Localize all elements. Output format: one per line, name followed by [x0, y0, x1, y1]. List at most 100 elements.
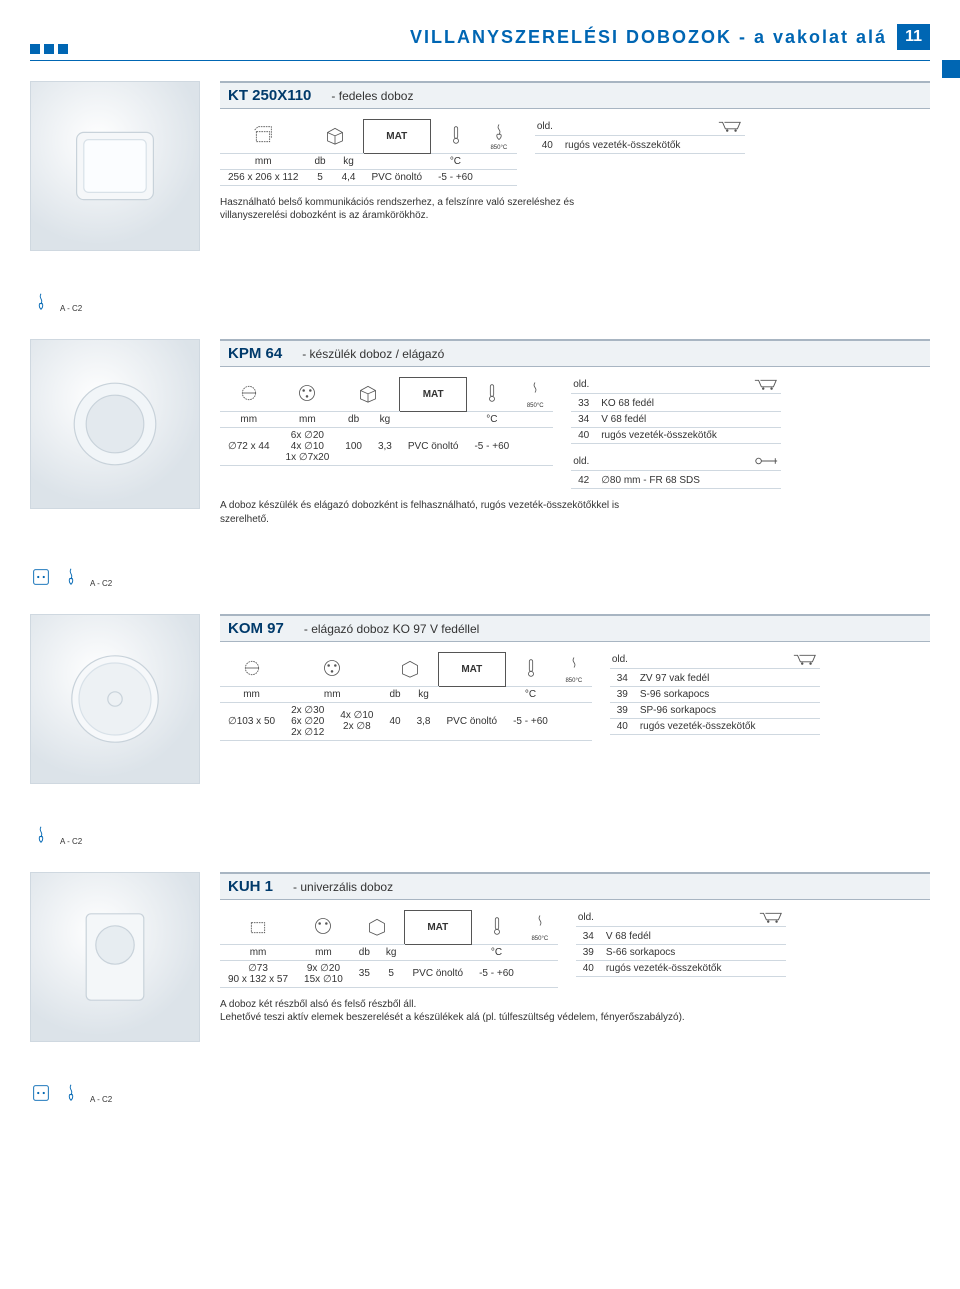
reference-block: old. 34ZV 97 vak fedél 39S-96 sorkapocs … [610, 652, 820, 735]
cart-icon [717, 119, 743, 133]
spec-table: MAT 850°C mm mm db kg °C ∅72 x 44 6x ∅20… [220, 377, 553, 466]
thermo-icon [471, 911, 522, 945]
product-image [30, 339, 200, 509]
page-title: VILLANYSZERELÉSI DOBOZOK - a vakolat alá [410, 27, 887, 48]
thermo-icon [430, 120, 481, 154]
flame-icon: 850°C [481, 120, 517, 154]
cart-icon [792, 652, 818, 666]
dimensions-icon [220, 911, 296, 945]
product-desc: - univerzális doboz [293, 880, 393, 894]
classification-icons: A - C2 [30, 824, 930, 846]
product-desc: - elágazó doboz KO 97 V fedéllel [304, 622, 479, 636]
box-icon [337, 378, 400, 412]
flame-class-icon [60, 1082, 82, 1104]
product-image [30, 614, 200, 784]
table-row: ∅72 x 44 6x ∅20 4x ∅10 1x ∅7x20 100 3,3 … [220, 427, 553, 465]
reference-block: old. 40rugós vezeték-összekötők [535, 119, 745, 154]
ref-row: 40rugós vezeték-összekötők [571, 428, 781, 444]
ref-header-label: old. [573, 379, 589, 390]
ref-header-label: old. [537, 121, 553, 132]
product-code: KT 250X110 [228, 87, 311, 104]
product-title-bar: KPM 64 - készülék doboz / elágazó [220, 339, 930, 367]
cell-kg: 4,4 [334, 169, 364, 185]
classification-icons: A - C2 [30, 1082, 930, 1104]
flame-class-label: A - C2 [90, 1095, 112, 1104]
flame-class-label: A - C2 [60, 304, 82, 313]
classification-icons: A - C2 [30, 566, 930, 588]
spec-table: MAT 850°C mm mm db kg °C ∅103 x 50 2x ∅3… [220, 652, 592, 741]
product-note: A doboz két részből alsó és felső részbő… [220, 998, 840, 1025]
product-desc: - fedeles doboz [331, 89, 413, 103]
spec-table: MAT 850°C mm mm db kg °C ∅73 90 x 132 x … [220, 910, 558, 988]
ref-header-label: old. [573, 456, 589, 467]
flame-class-icon [30, 824, 52, 846]
flame-class-label: A - C2 [60, 837, 82, 846]
header-squares [30, 44, 68, 54]
socket-icon [30, 566, 52, 588]
product-title-bar: KT 250X110 - fedeles doboz [220, 81, 930, 109]
col-db: db [306, 153, 333, 169]
thermo-icon [466, 378, 517, 412]
col-kg: kg [334, 153, 364, 169]
reference-block: old. 33KO 68 fedél 34V 68 fedél 40rugós … [571, 377, 781, 489]
ref-row: 40rugós vezeték-összekötők [610, 719, 820, 735]
ref-row: 34ZV 97 vak fedél [610, 671, 820, 687]
knockout-icon [296, 911, 351, 945]
ref-row: 39S-66 sorkapocs [576, 945, 786, 961]
cart-icon [758, 910, 784, 924]
page-header: VILLANYSZERELÉSI DOBOZOK - a vakolat alá… [0, 0, 960, 58]
product-title-bar: KOM 97 - elágazó doboz KO 97 V fedéllel [220, 614, 930, 642]
mat-icon: MAT [400, 378, 467, 412]
flame-class-icon [60, 566, 82, 588]
product-code: KUH 1 [228, 878, 273, 895]
table-row: ∅73 90 x 132 x 57 9x ∅20 15x ∅10 35 5 PV… [220, 960, 558, 987]
product-code: KOM 97 [228, 620, 284, 637]
table-row: 256 x 206 x 112 5 4,4 PVC önoltó -5 - +6… [220, 169, 517, 185]
product-kuh1: KUH 1 - univerzális doboz MAT 850°C mm m… [30, 872, 930, 1042]
table-row: ∅103 x 50 2x ∅30 6x ∅20 2x ∅12 4x ∅10 2x… [220, 702, 592, 740]
flame-class-icon [30, 291, 52, 313]
col-mm: mm [220, 153, 306, 169]
reference-block: old. 34V 68 fedél 39S-66 sorkapocs 40rug… [576, 910, 786, 977]
flame-icon: 850°C [517, 378, 553, 412]
flame-class-label: A - C2 [90, 579, 112, 588]
ref-row: 39SP-96 sorkapocs [610, 703, 820, 719]
product-image [30, 872, 200, 1042]
cell-mat: PVC önoltó [363, 169, 430, 185]
spec-table: MAT 850°C mm db kg °C 256 x 206 x 112 5 … [220, 119, 517, 186]
product-kt250x110: KT 250X110 - fedeles doboz MAT 850°C mm … [30, 81, 930, 251]
classification-icons: A - C2 [30, 291, 930, 313]
mat-icon: MAT [438, 653, 505, 687]
cell-mm: 256 x 206 x 112 [220, 169, 306, 185]
ref-row: 42∅80 mm - FR 68 SDS [571, 473, 781, 489]
ref-row: 40rugós vezeték-összekötők [535, 138, 745, 154]
header-divider [30, 60, 930, 61]
product-note: Használható belső kommunikációs rendszer… [220, 196, 640, 223]
box-icon [381, 653, 438, 687]
product-code: KPM 64 [228, 345, 282, 362]
box-icon [351, 911, 405, 945]
col-temp: °C [430, 153, 481, 169]
product-note: A doboz készülék és elágazó dobozként is… [220, 499, 640, 526]
ref-row: 39S-96 sorkapocs [610, 687, 820, 703]
cell-temp: -5 - +60 [430, 169, 481, 185]
ref-row: 33KO 68 fedél [571, 396, 781, 412]
ref-header-label: old. [578, 912, 594, 923]
ref-row: 34V 68 fedél [571, 412, 781, 428]
ref-row: 34V 68 fedél [576, 929, 786, 945]
product-kom97: KOM 97 - elágazó doboz KO 97 V fedéllel … [30, 614, 930, 784]
dimensions-icon [220, 120, 306, 154]
mat-icon: MAT [363, 120, 430, 154]
drill-icon [753, 454, 779, 468]
product-kpm64: KPM 64 - készülék doboz / elágazó MAT 85… [30, 339, 930, 526]
product-desc: - készülék doboz / elágazó [302, 347, 444, 361]
ref-header-label: old. [612, 654, 628, 665]
dimensions-icon [220, 378, 278, 412]
ref-row: 40rugós vezeték-összekötők [576, 961, 786, 977]
socket-icon [30, 1082, 52, 1104]
knockout-icon [278, 378, 338, 412]
knockout-icon [283, 653, 381, 687]
cart-icon [753, 377, 779, 391]
product-image [30, 81, 200, 251]
thermo-icon [505, 653, 556, 687]
